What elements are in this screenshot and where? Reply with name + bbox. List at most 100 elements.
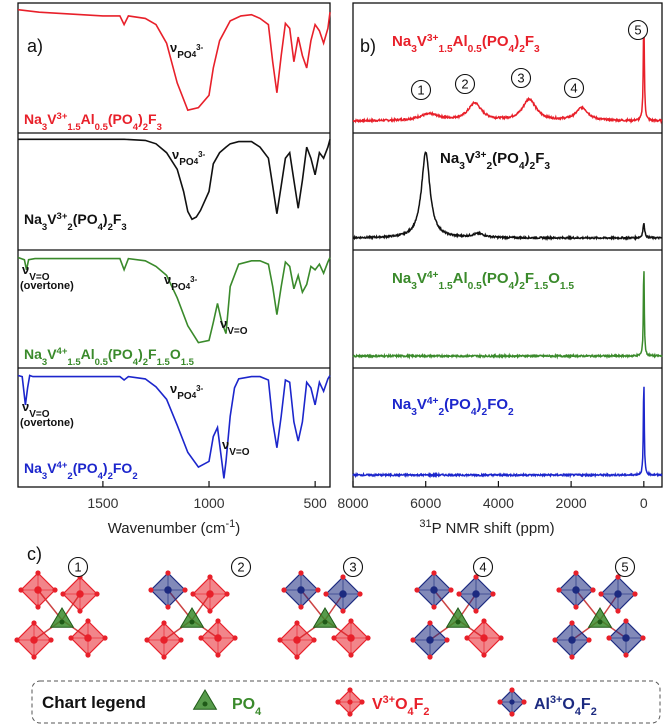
structure-octahedron-vertex: [165, 604, 171, 610]
structure-octahedron-vertex: [85, 618, 91, 624]
chart-legend-title: Chart legend: [42, 693, 146, 712]
nmr-series-3: [352, 271, 663, 360]
structure-octahedron-vertex: [161, 654, 167, 660]
ir-annot-vo-overtone-3-overtone: (overtone): [20, 280, 74, 292]
structure-octahedron-vertex: [35, 570, 41, 576]
ir-annot-vo-4: νV=O: [222, 437, 250, 458]
structure-octahedron-vertex: [294, 654, 300, 660]
nmr-peak-marker-4: 4: [563, 77, 585, 99]
ir-annot-po4-2-text: νPO43-: [172, 147, 206, 168]
structure-octahedron: [14, 620, 54, 660]
structure-octahedron-vertex: [473, 574, 479, 580]
structure-octahedron: [331, 618, 371, 658]
structure-octahedron-vertex: [615, 574, 621, 580]
nmr-peak-marker-circle: [627, 19, 649, 41]
vo4f2-octahedron-icon: [335, 687, 365, 717]
structure-octahedron-vertex: [315, 587, 321, 593]
structure-marker-label: 1: [74, 560, 81, 575]
ir-annot-po4-1: νPO43-: [170, 40, 204, 61]
structure-octahedron-center: [472, 590, 480, 598]
ir-label-4: Na3V4+2(PO4)2FO2: [24, 460, 138, 482]
po4-tetrahedron-icon: [192, 689, 218, 710]
nmr-peak-marker-circle: [563, 77, 585, 99]
ir-annot-vo-3: νV=O: [220, 316, 248, 337]
structure-octahedron-vertex: [365, 635, 371, 641]
structure-octahedron: [456, 574, 496, 614]
structure-octahedron-vertex: [52, 587, 58, 593]
nmr-peak-marker-label: 2: [461, 77, 468, 92]
structure-octahedron-center: [206, 590, 214, 598]
structure-octahedron-vertex: [340, 608, 346, 614]
ir-annot-po4-1-text: νPO43-: [170, 40, 204, 61]
structure-octahedron-vertex: [48, 637, 54, 643]
legend-label-v: V3+O4F2: [372, 694, 429, 718]
ir-annot-vo-overtone-4-overtone: (overtone): [20, 417, 74, 429]
nmr-x-tick-label: 4000: [483, 495, 514, 511]
structure-octahedron-center: [214, 634, 222, 642]
nmr-peak-marker-circle: [454, 73, 476, 95]
nmr-peak-marker-1: 1: [410, 79, 432, 101]
structure-octahedron-vertex: [215, 652, 221, 658]
structure-octahedron: [277, 620, 317, 660]
structure-po4-center: [597, 619, 603, 625]
structure-octahedron-vertex: [414, 587, 420, 593]
structure-po4-body: [49, 607, 75, 628]
panel-b-label: b): [360, 36, 376, 56]
structure-octahedron-vertex: [615, 608, 621, 614]
structure-octahedron: [198, 618, 238, 658]
structure-octahedron-vertex: [606, 635, 612, 641]
structure-octahedron-vertex: [77, 608, 83, 614]
structure-octahedron-center: [347, 634, 355, 642]
structure-octahedron-vertex: [348, 652, 354, 658]
ir-x-tick-label: 1000: [193, 495, 224, 511]
ir-label-1: Na3V3+1.5Al0.5(PO4)2F3: [24, 111, 162, 133]
structure-marker-label: 4: [479, 560, 486, 575]
structure-octahedron-vertex: [198, 635, 204, 641]
structure-octahedron-vertex: [161, 620, 167, 626]
alo4f2-octahedron-icon-vertex: [509, 711, 515, 717]
ir-x-tick-label: 1500: [87, 495, 118, 511]
structure-octahedron-vertex: [348, 618, 354, 624]
structure-octahedron-center: [480, 634, 488, 642]
ir-annot-vo-overtone-3-text: νV=O: [22, 262, 50, 283]
po4-tetrahedron-icon-body: [192, 689, 218, 710]
nmr-series-1: [352, 23, 663, 125]
structure-octahedron-vertex: [182, 587, 188, 593]
po4-tetrahedron-icon-center: [202, 701, 208, 707]
nmr-x-tick-label: 8000: [337, 495, 368, 511]
structure-po4-center: [59, 619, 65, 625]
structure-po4-center: [189, 619, 195, 625]
structure-octahedron-center: [430, 586, 438, 594]
structure-po4: [49, 607, 75, 628]
structure-marker-circle: [67, 556, 89, 578]
structure-5: 5: [552, 556, 646, 660]
structure-marker-circle: [472, 556, 494, 578]
alo4f2-octahedron-icon-vertex: [521, 699, 527, 705]
ir-series-3: [17, 256, 331, 344]
structure-octahedron-center: [339, 590, 347, 598]
nmr-x-axis-label: 31P NMR shift (ppm): [419, 518, 554, 537]
ir-x-axis-label: Wavenumber (cm-1): [108, 518, 241, 537]
ir-annot-po4-4-text: νPO43-: [170, 381, 204, 402]
structure-octahedron-vertex: [224, 591, 230, 597]
nmr-peak-marker-label: 1: [417, 83, 424, 98]
structure-octahedron-center: [293, 636, 301, 644]
structure-octahedron: [552, 620, 592, 660]
structure-po4-center: [322, 619, 328, 625]
alo4f2-octahedron-icon: [497, 687, 527, 717]
structure-po4: [312, 607, 338, 628]
structure-octahedron-center: [30, 636, 38, 644]
ir-annot-vo-overtone-3: νV=O(overtone): [20, 262, 74, 292]
nmr-peak-marker-label: 4: [570, 81, 577, 96]
structure-octahedron-vertex: [448, 587, 454, 593]
structure-octahedron-vertex: [623, 618, 629, 624]
structure-octahedron-vertex: [456, 591, 462, 597]
nmr-peak-marker-5: 5: [627, 19, 649, 41]
structure-octahedron: [60, 574, 100, 614]
ir-label-3: Na3V4+1.5Al0.5(PO4)2F1.5O1.5: [24, 346, 195, 368]
structure-octahedron-vertex: [165, 570, 171, 576]
structure-octahedron-vertex: [573, 604, 579, 610]
structure-octahedron-center: [622, 634, 630, 642]
structure-octahedron: [190, 574, 230, 614]
structure-octahedron-vertex: [277, 637, 283, 643]
